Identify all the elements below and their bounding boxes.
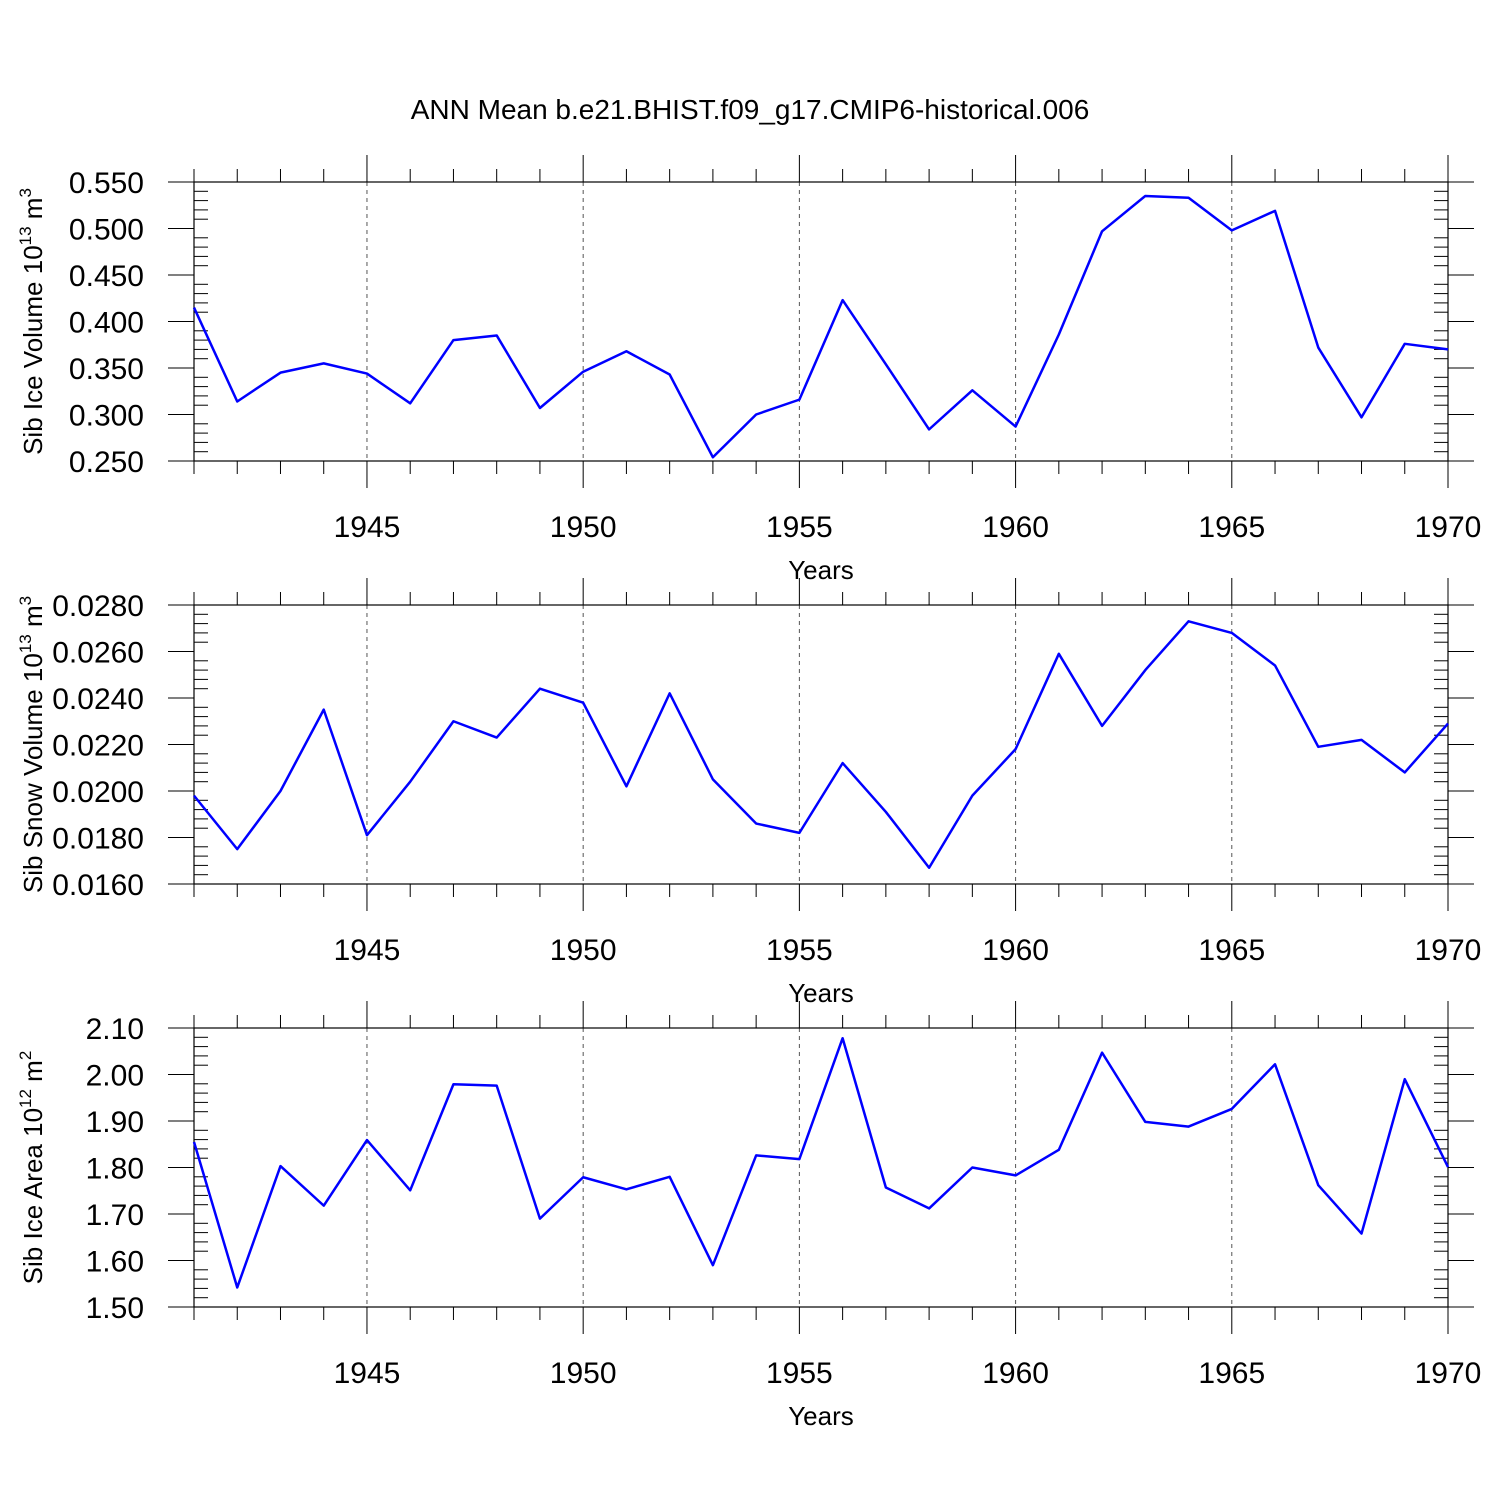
x-tick-label: 1965	[1198, 511, 1265, 544]
y-axis-label-exp: 13	[16, 634, 35, 653]
x-tick-label: 1955	[766, 511, 833, 544]
x-tick-label: 1955	[766, 1357, 833, 1390]
y-axis-label: Sib Ice Area 1012 m2	[16, 1051, 48, 1285]
x-tick-label: 1970	[1415, 1357, 1482, 1390]
y-tick-label: 2.10	[86, 1013, 144, 1046]
y-axis-label-exp: 12	[16, 1089, 35, 1108]
y-tick-label: 1.50	[86, 1292, 144, 1325]
x-tick-label: 1955	[766, 934, 833, 967]
y-axis-label-unit: m	[18, 605, 48, 634]
y-axis-label: Sib Ice Volume 1013 m3	[16, 188, 48, 455]
x-tick-label: 1965	[1198, 934, 1265, 967]
panel-1: 0.250 0.300 0.350 0.400 0.450 0.500 0.550 1945 1…	[16, 155, 1481, 585]
figure-title: ANN Mean b.e21.BHIST.f09_g17.CMIP6-histo…	[411, 94, 1090, 125]
y-axis-label-main: Sib Ice Volume 10	[18, 245, 48, 455]
y-tick-label: 0.0180	[52, 823, 144, 856]
y-axis-label-main: Sib Ice Area 10	[18, 1108, 48, 1284]
x-axis-label: Years	[788, 555, 854, 585]
plot-frame	[193, 604, 1449, 885]
y-tick-label: 0.450	[69, 260, 144, 293]
y-tick-label: 0.0240	[52, 683, 144, 716]
y-tick-label: 0.400	[69, 307, 144, 340]
x-tick-label: 1960	[982, 1357, 1049, 1390]
x-tick-label: 1945	[334, 511, 401, 544]
y-axis-label-main: Sib Snow Volume 10	[18, 653, 48, 893]
y-axis-label-unit-exp: 3	[16, 596, 35, 605]
y-tick-label: 0.0280	[52, 590, 144, 623]
y-tick-label: 0.0260	[52, 637, 144, 670]
y-tick-label: 0.0220	[52, 730, 144, 763]
y-axis-label-unit-exp: 2	[16, 1051, 35, 1060]
x-tick-label: 1970	[1415, 934, 1482, 967]
x-axis-label: Years	[788, 978, 854, 1008]
x-tick-label: 1965	[1198, 1357, 1265, 1390]
y-tick-label: 0.0160	[52, 869, 144, 902]
x-tick-label: 1960	[982, 934, 1049, 967]
y-tick-label: 0.500	[69, 214, 144, 247]
y-tick-label: 0.300	[69, 400, 144, 433]
x-tick-label: 1945	[334, 934, 401, 967]
y-tick-label: 0.550	[69, 167, 144, 200]
panel-2: 0.0160 0.0180 0.0200 0.0220 0.0240 0.0260 0.02…	[16, 578, 1481, 1008]
y-tick-label: 0.250	[69, 446, 144, 479]
x-tick-label: 1950	[550, 1357, 617, 1390]
y-tick-label: 0.0200	[52, 776, 144, 809]
series-line	[192, 194, 1449, 459]
y-tick-label: 2.00	[86, 1060, 144, 1093]
y-axis-label-unit: m	[18, 198, 48, 227]
y-axis-label-exp: 13	[16, 226, 35, 245]
y-tick-label: 1.80	[86, 1153, 144, 1186]
y-axis-label-unit-exp: 3	[16, 188, 35, 197]
x-axis-label: Years	[788, 1401, 854, 1431]
y-tick-label: 0.350	[69, 353, 144, 386]
y-tick-label: 1.60	[86, 1246, 144, 1279]
x-tick-label: 1970	[1415, 511, 1482, 544]
plot-frame	[193, 181, 1449, 462]
x-tick-label: 1950	[550, 934, 617, 967]
series-line	[193, 620, 1449, 869]
x-tick-label: 1945	[334, 1357, 401, 1390]
series-line	[192, 1036, 1450, 1289]
y-tick-label: 1.90	[86, 1106, 144, 1139]
x-tick-label: 1950	[550, 511, 617, 544]
y-tick-label: 1.70	[86, 1199, 144, 1232]
plot-frame	[193, 1027, 1449, 1308]
x-tick-label: 1960	[982, 511, 1049, 544]
panel-3: 1.50 1.60 1.70 1.80 1.90 2.00 2.10 1945 1950 1955…	[16, 1001, 1481, 1431]
y-axis-label: Sib Snow Volume 1013 m3	[16, 596, 48, 893]
y-axis-label-unit: m	[18, 1060, 48, 1089]
